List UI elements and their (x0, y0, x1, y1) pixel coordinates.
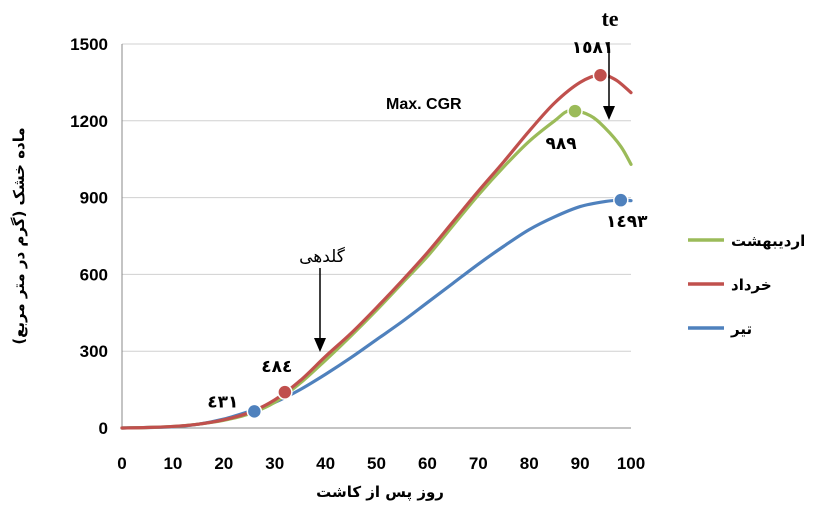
peak-marker (592, 67, 609, 83)
te-label: te (601, 6, 618, 31)
x-tick-label: 20 (214, 454, 233, 473)
max-cgr-label: Max. CGR (386, 96, 462, 113)
legend-label: تیر (730, 320, 752, 338)
legend-label: خرداد (731, 276, 772, 294)
x-tick-label: 40 (316, 454, 335, 473)
x-tick-label: 70 (469, 454, 488, 473)
y-tick-label: 1200 (70, 112, 108, 131)
annotation-arrows (314, 42, 615, 352)
peak-marker (567, 103, 583, 119)
legend: اردیبهشت خرداد تیر (688, 232, 805, 338)
peak-marker (246, 403, 263, 420)
y-axis-title: ماده خشک (گرم در متر مربع) (10, 127, 28, 344)
series-line (120, 108, 633, 430)
x-tick-labels: 0 10 20 30 40 50 60 70 80 90 100 (117, 454, 645, 473)
y-tick-label: 0 (99, 419, 108, 438)
marker-labels: ٤٣١ ٤٨٤ ٩٨٩ ١٥٨١ ١٤٩٣ (207, 38, 648, 412)
series-line (120, 198, 633, 430)
x-tick-label: 10 (163, 454, 182, 473)
x-tick-label: 60 (418, 454, 437, 473)
grid-lines (122, 43, 631, 352)
y-tick-label: 300 (80, 342, 108, 361)
te-arrowhead (603, 106, 615, 120)
axes (121, 44, 631, 429)
x-tick-label: 90 (571, 454, 590, 473)
x-tick-label: 30 (265, 454, 284, 473)
flowering-arrowhead (314, 338, 326, 352)
marker-label: ١٤٩٣ (606, 212, 648, 232)
x-tick-label: 80 (520, 454, 539, 473)
marker-label: ٤٨٤ (261, 357, 292, 377)
x-tick-label: 50 (367, 454, 386, 473)
peak-marker (277, 384, 293, 400)
peak-marker (613, 192, 629, 208)
y-tick-labels: 0 300 600 900 1200 1500 (70, 35, 108, 438)
marker-label: ٩٨٩ (545, 134, 577, 154)
x-tick-label: 0 (117, 454, 126, 473)
x-axis-title: روز پس از کاشت (316, 483, 444, 502)
marker-label: ١٥٨١ (572, 38, 614, 58)
y-tick-label: 900 (80, 189, 108, 208)
y-tick-label: 1500 (70, 35, 108, 54)
marker-label: ٤٣١ (207, 392, 238, 412)
legend-label: اردیبهشت (731, 232, 805, 250)
series-lines (120, 73, 633, 430)
x-tick-label: 100 (617, 454, 645, 473)
flowering-label: گلدهی (299, 246, 346, 267)
peak-markers (246, 67, 629, 420)
series-line (120, 73, 633, 430)
y-tick-label: 600 (80, 265, 108, 284)
